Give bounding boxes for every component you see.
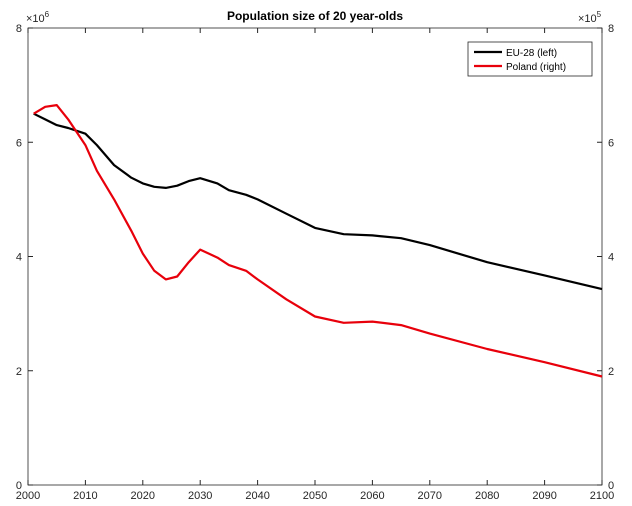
x-tick-label: 2020	[131, 490, 155, 502]
x-tick-label: 2080	[475, 490, 499, 502]
y-tick-label: 2	[16, 366, 22, 378]
data-line	[33, 104, 603, 378]
y-tick-label: 4	[16, 252, 22, 264]
data-line	[33, 112, 603, 291]
x-tick-label: 2060	[360, 490, 384, 502]
y2-tick-label: 6	[608, 137, 614, 149]
x-tick-label: 2090	[532, 490, 556, 502]
y2-multiplier-base: ×10	[578, 13, 597, 25]
y-tick-label: 0	[16, 480, 22, 492]
y-multiplier-base: ×10	[26, 13, 45, 25]
y-multiplier-power: 6	[45, 10, 50, 19]
y-multiplier: ×106	[26, 10, 50, 25]
x-tick-label: 2050	[303, 490, 327, 502]
y-tick-label: 8	[16, 23, 22, 35]
y-tick-label: 6	[16, 137, 22, 149]
y2-multiplier-power: 5	[597, 10, 602, 19]
y2-tick-label: 2	[608, 366, 614, 378]
legend-label: Poland (right)	[506, 62, 566, 73]
x-tick-label: 2010	[73, 490, 97, 502]
y2-tick-label: 0	[608, 480, 614, 492]
x-tick-label: 2000	[16, 490, 40, 502]
x-tick-label: 2100	[590, 490, 614, 502]
x-tick-label: 2040	[245, 490, 269, 502]
legend-label: EU-28 (left)	[506, 48, 557, 59]
x-tick-label: 2030	[188, 490, 212, 502]
chart-title: Population size of 20 year-olds	[227, 9, 403, 23]
legend-box	[467, 41, 593, 77]
x-tick-label: 2070	[418, 490, 442, 502]
y2-tick-label: 8	[608, 23, 614, 35]
y2-multiplier: ×105	[578, 10, 602, 25]
y2-tick-label: 4	[608, 252, 614, 264]
